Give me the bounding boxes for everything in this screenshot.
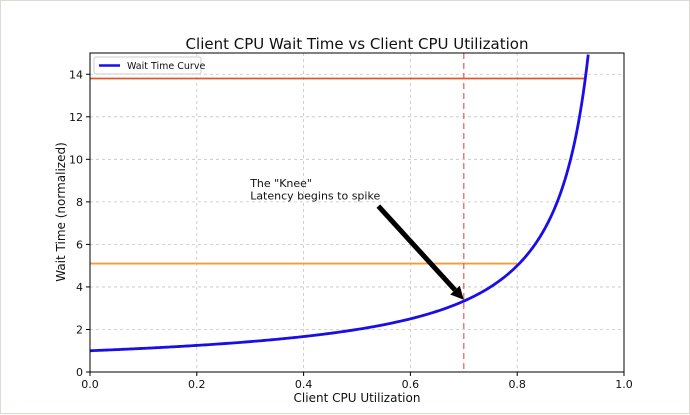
y-tick-label: 6 (76, 238, 83, 251)
legend-label: Wait Time Curve (127, 61, 205, 72)
chart-title: Client CPU Wait Time vs Client CPU Utili… (186, 35, 529, 53)
x-tick-label: 0.0 (81, 378, 99, 391)
axis-ticks: 0.0 0.2 0.4 0.6 0.8 1.0 0 2 4 6 8 10 12 14 (69, 68, 633, 391)
y-tick-label: 10 (69, 153, 83, 166)
y-tick-label: 4 (76, 281, 83, 294)
annotation-arrow-head (450, 285, 464, 300)
annotation-text: Latency begins to spike (250, 189, 380, 202)
wait-time-curve (89, 54, 590, 353)
y-tick-label: 0 (76, 366, 83, 379)
plot-area (89, 52, 625, 373)
grid-lines (89, 53, 625, 373)
annotation-text: The "Knee" (249, 177, 312, 190)
series-layer (89, 54, 590, 353)
legend: Wait Time Curve (93, 56, 205, 75)
y-tick-label: 2 (76, 323, 83, 336)
x-tick-label: 0.4 (295, 378, 313, 391)
y-tick-label: 14 (69, 68, 83, 81)
y-axis-label: Wait Time (normalized) (54, 142, 68, 282)
x-tick-label: 0.8 (508, 378, 526, 391)
x-tick-label: 0.2 (188, 378, 206, 391)
x-tick-label: 0.6 (402, 378, 420, 391)
reference-lines (90, 53, 586, 372)
x-tick-label: 1.0 (615, 378, 633, 391)
annotation-layer: The "Knee"Latency begins to spike (249, 177, 464, 300)
y-tick-label: 12 (69, 111, 83, 124)
legend-box (93, 56, 202, 75)
annotation-arrow-shaft (376, 204, 457, 292)
y-tick-label: 8 (76, 196, 83, 209)
x-axis-label: Client CPU Utilization (294, 391, 421, 405)
